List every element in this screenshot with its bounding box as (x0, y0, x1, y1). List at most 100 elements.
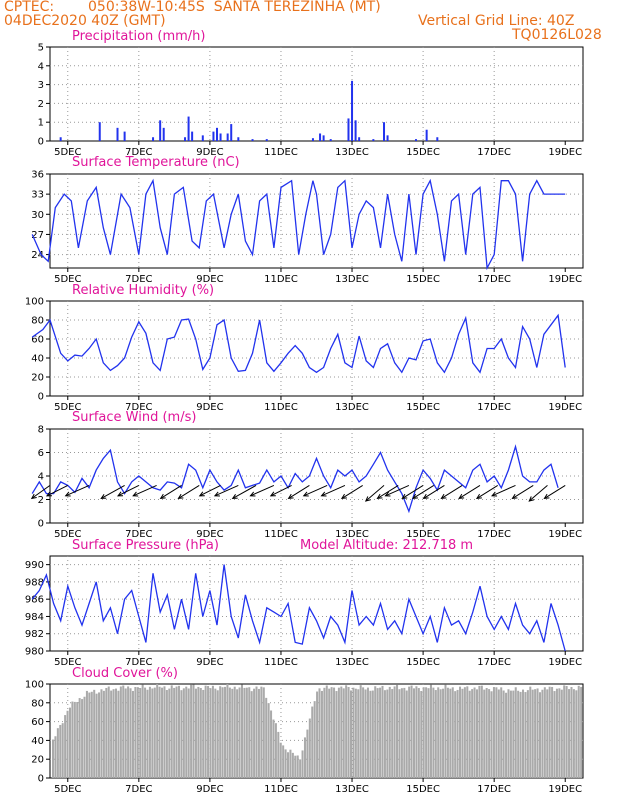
wind-xtick-label: 11DEC (264, 529, 298, 540)
wind-vector-head (491, 491, 498, 497)
cloud-bar (277, 731, 280, 778)
cloud-bar (175, 686, 178, 778)
cloud-bar (245, 687, 248, 778)
cloud-bar (410, 685, 413, 778)
wind-vector (402, 484, 424, 499)
cloud-bar (449, 688, 452, 778)
cloud-bar (340, 686, 343, 778)
cloud-bar (194, 688, 197, 778)
cloud-bar (570, 686, 573, 778)
cloud-bar (323, 687, 326, 778)
panel-subtitle-altitude: Model Altitude: 212.718 m (300, 538, 474, 553)
cloud-bar (88, 692, 91, 778)
cloud-bar (429, 684, 432, 778)
cloud-bar (541, 689, 544, 778)
precip-bar (116, 127, 119, 141)
cloud-bar (238, 687, 241, 778)
precip-bar (59, 137, 62, 141)
humidity-ytick-label: 0 (38, 392, 44, 403)
precip-bar (425, 129, 428, 141)
precipitation-ytick-label: 1 (38, 118, 44, 129)
precip-bar (201, 135, 204, 141)
wind-vector (232, 484, 257, 499)
cloud-bar (359, 685, 362, 778)
wind-vector-head (132, 491, 139, 497)
cloud-bar (514, 687, 517, 778)
precip-bar (230, 124, 233, 141)
cloud-bar (492, 687, 495, 778)
precip-bar (216, 127, 219, 141)
precip-bar (386, 135, 389, 141)
wind-xtick-label: 17DEC (477, 529, 511, 540)
wind-vector-head (231, 494, 238, 499)
cloud-cover-xtick-label: 15DEC (406, 784, 440, 795)
cloud-bar (318, 688, 321, 778)
cloud-bar (284, 749, 287, 778)
pressure-frame (49, 555, 584, 652)
panel-title-wind: Surface Wind (m/s) (72, 410, 197, 425)
cloud-bar (303, 737, 306, 778)
cloud-bar (73, 701, 76, 778)
pressure-ytick-label: 982 (25, 629, 44, 640)
wind-ytick-label: 2 (38, 495, 44, 506)
cloud-bar (216, 690, 219, 778)
cloud-bar (328, 688, 331, 778)
cloud-bar (187, 688, 190, 778)
cloud-bar (236, 689, 239, 778)
cloud-bar (391, 689, 394, 778)
cloud-bar (376, 688, 379, 778)
cloud-bar (425, 687, 428, 778)
cloud-bar (461, 688, 464, 778)
humidity-ytick-label: 20 (31, 373, 44, 384)
cloud-bar (233, 686, 236, 778)
cloud-bar (117, 690, 120, 778)
cloud-bar (202, 689, 205, 778)
cloud-bar (352, 687, 355, 778)
wind-vector-head (458, 493, 465, 500)
precip-bar (187, 116, 190, 141)
pressure-ytick-label: 980 (25, 647, 44, 658)
cloud-bar (374, 686, 377, 778)
pressure-xtick-label: 9DEC (196, 657, 223, 668)
cloud-cover-xtick-label: 9DEC (196, 784, 223, 795)
wind-vector (117, 484, 140, 497)
temperature-ytick-label: 36 (31, 170, 44, 181)
cloud-bar (393, 686, 396, 778)
precip-bar (152, 137, 155, 141)
cloud-bar (381, 685, 384, 778)
cloud-bar (563, 685, 566, 778)
cloud-bar (71, 701, 74, 778)
panel-title-precipitation: Precipitation (mm/h) (72, 29, 206, 44)
precip-bar (251, 139, 254, 141)
pressure-xtick-label: 7DEC (125, 657, 152, 668)
cloud-bar (54, 736, 57, 778)
cloud-bar (396, 684, 399, 778)
cloud-bar (299, 759, 302, 778)
cloud-bar (357, 689, 360, 778)
wind-vector-head (376, 493, 383, 500)
cloud-bar (95, 693, 98, 778)
cloud-bar (568, 689, 571, 778)
wind-vector (199, 484, 221, 497)
cloud-bar (192, 684, 195, 778)
wind-vector-head (511, 493, 518, 500)
cloud-bar (538, 692, 541, 778)
cloud-bar (182, 688, 185, 778)
cloud-bar (226, 684, 229, 778)
cloud-bar (81, 699, 84, 778)
pressure-xtick-label: 17DEC (477, 657, 511, 668)
cloud-bar (158, 686, 161, 778)
wind-vector-head (64, 491, 71, 497)
cloud-bar (250, 691, 253, 778)
pressure-xtick-label: 15DEC (406, 657, 440, 668)
wind-xtick-label: 19DEC (548, 529, 582, 540)
cloud-bar (308, 718, 311, 778)
cloud-bar (110, 690, 113, 778)
cloud-bar (209, 688, 212, 778)
wind-vector-head (269, 491, 276, 497)
cloud-bar (434, 690, 437, 778)
cloud-bar (478, 685, 481, 778)
panel-title-cloud-cover: Cloud Cover (%) (72, 666, 178, 681)
precipitation-xtick-label: 19DEC (548, 147, 582, 158)
precipitation-xtick-label: 17DEC (477, 147, 511, 158)
